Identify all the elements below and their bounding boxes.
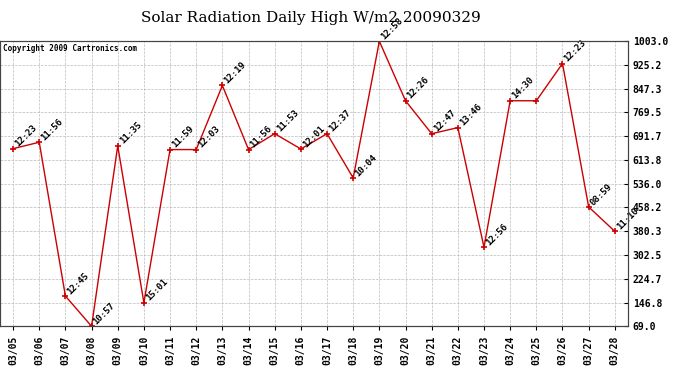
Text: 12:47: 12:47	[432, 108, 457, 134]
Text: 12:58: 12:58	[380, 16, 405, 41]
Text: 10:04: 10:04	[353, 153, 379, 178]
Text: 11:59: 11:59	[170, 124, 195, 150]
Text: 11:10: 11:10	[615, 206, 640, 231]
Text: 12:26: 12:26	[406, 75, 431, 101]
Text: 11:56: 11:56	[248, 124, 274, 150]
Text: 08:59: 08:59	[589, 182, 614, 207]
Text: 12:56: 12:56	[484, 222, 509, 247]
Text: 12:01: 12:01	[301, 124, 326, 149]
Text: 12:23: 12:23	[13, 123, 39, 148]
Text: 11:56: 11:56	[39, 117, 65, 142]
Text: 12:37: 12:37	[327, 108, 353, 134]
Text: 15:01: 15:01	[144, 278, 169, 303]
Text: 11:35: 11:35	[118, 120, 143, 146]
Text: 12:03: 12:03	[196, 124, 221, 150]
Text: Copyright 2009 Cartronics.com: Copyright 2009 Cartronics.com	[3, 44, 137, 53]
Text: 12:45: 12:45	[66, 271, 91, 296]
Text: 12:23: 12:23	[562, 38, 588, 63]
Text: 10:57: 10:57	[92, 301, 117, 326]
Text: 11:53: 11:53	[275, 108, 300, 134]
Text: 13:46: 13:46	[458, 102, 483, 128]
Text: 12:19: 12:19	[222, 60, 248, 86]
Text: Solar Radiation Daily High W/m2 20090329: Solar Radiation Daily High W/m2 20090329	[141, 11, 480, 25]
Text: 14:30: 14:30	[510, 75, 535, 101]
